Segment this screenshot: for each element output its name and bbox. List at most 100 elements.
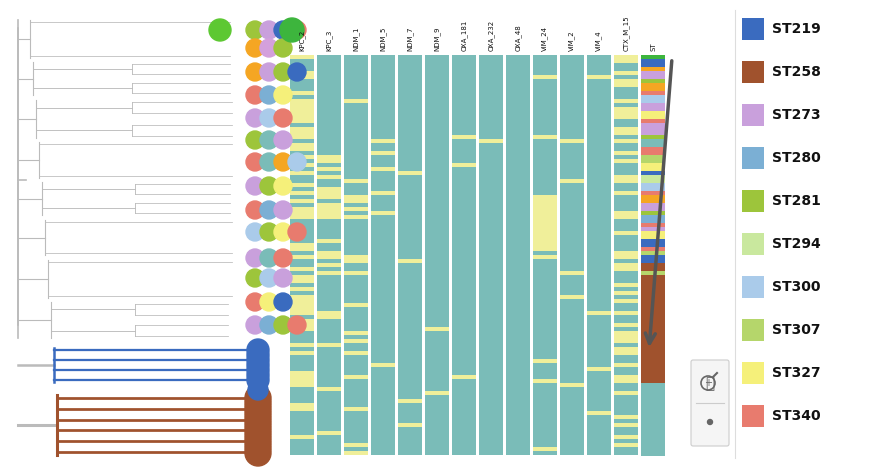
Bar xyxy=(290,71,314,75)
Bar xyxy=(290,191,314,195)
Bar xyxy=(290,99,314,103)
Circle shape xyxy=(274,223,292,241)
Bar xyxy=(560,271,584,275)
Bar xyxy=(614,211,638,215)
Circle shape xyxy=(274,201,292,219)
Bar xyxy=(641,443,665,447)
Bar xyxy=(614,263,638,267)
Circle shape xyxy=(288,21,306,39)
Text: ST: ST xyxy=(650,43,656,51)
Bar xyxy=(614,423,638,427)
Bar xyxy=(614,231,638,235)
Bar xyxy=(614,267,638,271)
Text: VIM_24: VIM_24 xyxy=(542,26,548,51)
Bar xyxy=(344,207,368,211)
Circle shape xyxy=(260,177,278,195)
Circle shape xyxy=(260,293,278,311)
Bar xyxy=(641,143,665,147)
Bar xyxy=(614,191,638,195)
Bar xyxy=(290,131,314,135)
Bar xyxy=(317,167,341,171)
Circle shape xyxy=(247,364,269,386)
Text: ST280: ST280 xyxy=(772,151,821,165)
Bar xyxy=(560,55,584,455)
Text: ST219: ST219 xyxy=(772,22,821,36)
Bar xyxy=(533,211,557,215)
Bar xyxy=(344,451,368,455)
Circle shape xyxy=(247,369,269,391)
Circle shape xyxy=(260,201,278,219)
Bar xyxy=(371,139,395,143)
Bar xyxy=(641,439,665,444)
Bar xyxy=(641,391,665,395)
Bar xyxy=(533,199,557,203)
Bar xyxy=(641,131,665,136)
Bar xyxy=(290,143,314,147)
Text: NDM_7: NDM_7 xyxy=(407,27,413,51)
Bar xyxy=(641,275,665,279)
Circle shape xyxy=(245,425,271,451)
Bar xyxy=(641,231,665,235)
Bar xyxy=(614,131,638,135)
Bar xyxy=(614,179,638,183)
Bar xyxy=(614,159,638,163)
Bar xyxy=(290,375,314,379)
Bar xyxy=(641,291,665,295)
Bar xyxy=(641,407,665,411)
Bar xyxy=(614,415,638,419)
Bar xyxy=(290,55,314,455)
Bar xyxy=(398,399,422,403)
Text: KPC_3: KPC_3 xyxy=(326,29,332,51)
Bar xyxy=(614,351,638,355)
Bar xyxy=(742,104,764,126)
Bar xyxy=(641,71,665,75)
Text: ⌕: ⌕ xyxy=(706,376,715,392)
Bar xyxy=(641,311,665,315)
Bar xyxy=(290,207,314,211)
Bar xyxy=(641,115,665,119)
Bar xyxy=(641,307,665,312)
Bar xyxy=(614,107,638,111)
Bar xyxy=(344,407,368,411)
Bar xyxy=(614,59,638,63)
Bar xyxy=(290,255,314,259)
FancyBboxPatch shape xyxy=(691,360,729,446)
Circle shape xyxy=(245,410,271,436)
Bar xyxy=(290,163,314,167)
Bar xyxy=(641,191,665,196)
Bar xyxy=(742,405,764,427)
Circle shape xyxy=(246,131,264,149)
Bar xyxy=(641,83,665,88)
Bar xyxy=(290,103,314,107)
Bar xyxy=(317,311,341,315)
Bar xyxy=(290,303,314,307)
Circle shape xyxy=(274,177,292,195)
Bar xyxy=(641,347,665,351)
Circle shape xyxy=(246,201,264,219)
Bar xyxy=(290,267,314,271)
Bar xyxy=(641,227,665,232)
Bar xyxy=(742,276,764,298)
Bar xyxy=(290,299,314,303)
Bar xyxy=(317,187,341,191)
Bar xyxy=(641,415,665,419)
Bar xyxy=(533,203,557,207)
Bar xyxy=(641,299,665,304)
Bar xyxy=(290,91,314,95)
Bar xyxy=(641,431,665,436)
Bar xyxy=(641,179,665,183)
Bar xyxy=(533,75,557,79)
Circle shape xyxy=(274,86,292,104)
Circle shape xyxy=(260,131,278,149)
Bar xyxy=(641,215,665,219)
Bar xyxy=(641,91,665,95)
Circle shape xyxy=(245,440,271,466)
Circle shape xyxy=(260,109,278,127)
Circle shape xyxy=(247,344,269,366)
Text: NDM_5: NDM_5 xyxy=(380,27,386,51)
Circle shape xyxy=(260,63,278,81)
Bar xyxy=(344,303,368,307)
Bar xyxy=(533,255,557,259)
Bar xyxy=(641,103,665,108)
Text: VIM_4: VIM_4 xyxy=(595,30,603,51)
